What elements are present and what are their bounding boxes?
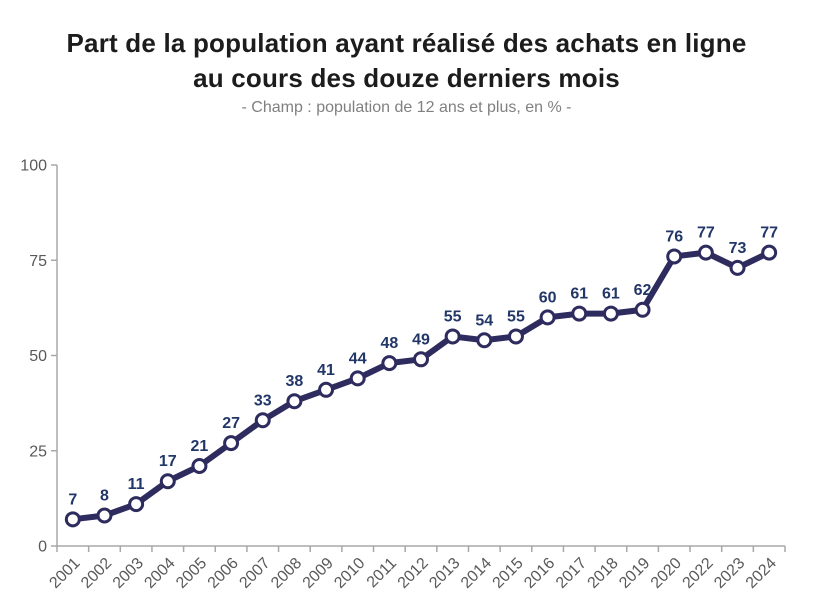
data-point-label: 77 xyxy=(760,225,778,242)
data-point-label: 7 xyxy=(68,491,77,508)
x-axis-label: 2006 xyxy=(205,555,242,592)
chart-subtitle: - Champ : population de 12 ans et plus, … xyxy=(241,99,572,116)
x-axis-label: 2012 xyxy=(395,555,432,592)
data-point-marker xyxy=(159,473,176,490)
online-purchases-line-chart: 0255075100200120022003200420052006200720… xyxy=(20,158,786,592)
x-axis-label: 2018 xyxy=(585,555,622,592)
x-axis-label: 2024 xyxy=(743,555,780,592)
x-axis-label: 2019 xyxy=(616,555,653,592)
data-point-marker xyxy=(571,305,588,322)
data-point-label: 44 xyxy=(349,350,367,367)
x-axis-label: 2009 xyxy=(300,555,337,592)
data-point-marker xyxy=(602,305,619,322)
x-axis-label: 2013 xyxy=(426,555,463,592)
data-point-label: 54 xyxy=(475,312,493,329)
x-axis-label: 2002 xyxy=(78,555,115,592)
data-point-marker xyxy=(413,351,429,368)
data-point-marker xyxy=(128,496,145,513)
data-point-marker xyxy=(444,328,461,345)
chart-title-line1: Part de la population ayant réalisé des … xyxy=(66,28,747,58)
data-point-marker xyxy=(666,248,683,265)
x-axis-label: 2001 xyxy=(46,555,83,592)
chart-header: Part de la population ayant réalisé des … xyxy=(0,0,813,117)
x-axis-label: 2014 xyxy=(458,555,495,592)
data-point-label: 8 xyxy=(100,488,109,505)
data-point-marker xyxy=(223,435,240,452)
data-point-marker xyxy=(476,332,493,349)
data-point-marker xyxy=(254,412,271,429)
x-axis-label: 2017 xyxy=(553,555,590,592)
x-axis-label: 2003 xyxy=(110,555,147,592)
data-point-marker xyxy=(507,328,524,345)
data-point-marker xyxy=(634,301,651,318)
x-axis-label: 2022 xyxy=(680,555,717,592)
data-point-label: 21 xyxy=(191,438,209,455)
data-point-marker xyxy=(381,355,398,372)
data-point-marker xyxy=(349,370,366,387)
x-axis-label: 2007 xyxy=(236,555,273,592)
data-point-label: 48 xyxy=(380,335,398,352)
chart-title: Part de la population ayant réalisé des … xyxy=(0,26,813,96)
x-axis-label: 2015 xyxy=(490,555,527,592)
data-point-label: 61 xyxy=(570,286,588,303)
series-line xyxy=(69,249,773,523)
data-point-label: 73 xyxy=(729,240,747,257)
data-point-marker xyxy=(286,393,303,410)
data-point-label: 61 xyxy=(602,286,620,303)
data-point-label: 55 xyxy=(444,308,462,325)
data-point-marker xyxy=(697,244,714,261)
data-point-label: 41 xyxy=(317,362,335,379)
data-point-label: 77 xyxy=(697,225,715,242)
data-point-label: 11 xyxy=(128,476,145,493)
data-point-label: 49 xyxy=(412,331,430,348)
data-point-marker xyxy=(191,457,208,474)
y-tick-label: 50 xyxy=(29,348,47,365)
data-point-label: 76 xyxy=(665,228,683,245)
data-point-marker xyxy=(729,259,746,276)
data-point-marker xyxy=(318,381,335,398)
x-axis-label: 2010 xyxy=(331,555,368,592)
data-point-marker xyxy=(64,511,81,528)
data-point-label: 33 xyxy=(254,392,272,409)
x-axis-label: 2020 xyxy=(648,555,685,592)
x-axis-label: 2008 xyxy=(268,555,305,592)
x-axis-label: 2005 xyxy=(173,555,210,592)
y-tick-label: 0 xyxy=(38,539,47,556)
data-point-marker xyxy=(761,244,778,261)
data-point-label: 17 xyxy=(159,453,177,470)
x-axis-label: 2004 xyxy=(141,555,178,592)
y-tick-label: 25 xyxy=(29,443,47,460)
data-point-marker xyxy=(539,309,556,326)
y-tick-label: 75 xyxy=(29,253,47,270)
x-axis-label: 2011 xyxy=(364,555,400,591)
chart-title-line2: au cours des douze derniers mois xyxy=(193,63,620,93)
data-point-label: 60 xyxy=(539,289,557,306)
x-axis-label: 2023 xyxy=(711,555,748,592)
y-tick-label: 100 xyxy=(20,158,47,175)
data-point-marker xyxy=(96,507,113,524)
data-point-label: 62 xyxy=(634,282,652,299)
x-axis-label: 2016 xyxy=(521,555,558,592)
data-point-label: 55 xyxy=(507,308,525,325)
data-point-label: 27 xyxy=(222,415,240,432)
data-point-label: 38 xyxy=(285,373,303,390)
